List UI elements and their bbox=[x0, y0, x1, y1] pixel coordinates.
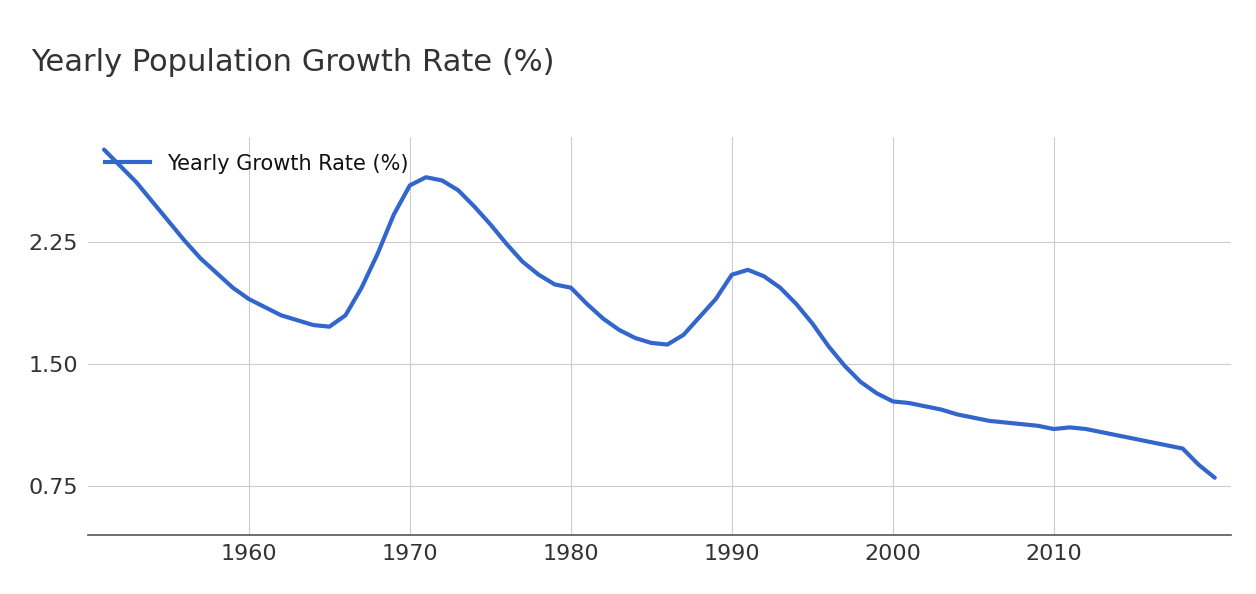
Text: Yearly Population Growth Rate (%): Yearly Population Growth Rate (%) bbox=[31, 48, 555, 77]
Legend: Yearly Growth Rate (%): Yearly Growth Rate (%) bbox=[98, 147, 414, 180]
